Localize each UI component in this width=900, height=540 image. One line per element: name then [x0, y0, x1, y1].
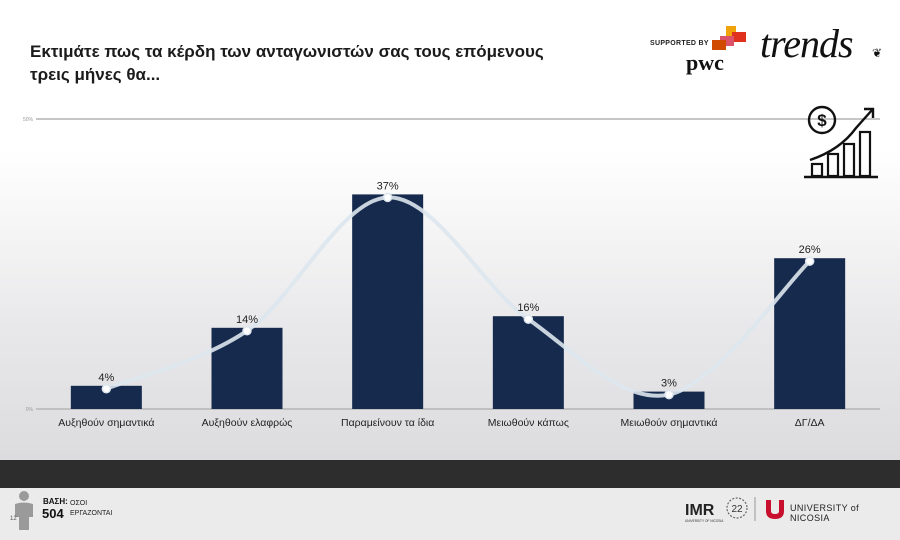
data-label: 3%	[661, 378, 677, 390]
chart-axes: 50% 0%	[23, 117, 880, 413]
trends-leaf-icon: ❦	[872, 46, 883, 60]
imr-logo-text: IMR	[685, 502, 715, 519]
data-label: 26%	[799, 244, 821, 256]
university-name: UNIVERSITY of NICOSIA	[790, 503, 860, 523]
curve-point	[382, 192, 393, 203]
pwc-logo-text: pwc	[686, 50, 724, 75]
pwc-logo-mark-icon	[712, 26, 746, 50]
category-label: ΔΓ/ΔΑ	[795, 417, 825, 429]
footer-band	[0, 460, 900, 488]
basis-value: 504	[42, 506, 64, 521]
curve-point	[101, 384, 112, 394]
imr-logo-sub: UNIVERSITY OF NICOSIA	[685, 519, 724, 523]
category-label: Μειωθούν κάπως	[488, 417, 569, 429]
trends-logo: trends	[760, 21, 854, 66]
y-tick-label: 50%	[23, 117, 34, 123]
supported-by-label: SUPPORTED BY	[650, 40, 709, 47]
curve-point	[664, 389, 674, 400]
curve-point	[242, 326, 252, 336]
basis-description: ΟΣΟΙ ΕΡΓΑΖΟΝΤΑΙ	[70, 499, 112, 519]
category-label: Αυξηθούν σημαντικά	[58, 417, 154, 429]
bar	[492, 316, 564, 409]
chart-curve	[101, 192, 815, 400]
data-label: 16%	[517, 302, 539, 314]
bar	[211, 327, 283, 409]
bar	[774, 258, 846, 409]
imr-logo: IMR UNIVERSITY OF NICOSIA 22	[685, 497, 756, 523]
basis-desc-line-2: ΕΡΓΑΖΟΝΤΑΙ	[70, 510, 113, 517]
person-icon	[15, 491, 33, 530]
data-label: 14%	[236, 314, 258, 326]
page-number: 12	[10, 516, 17, 522]
background	[0, 0, 900, 460]
bar	[70, 385, 142, 409]
chart-bars	[70, 194, 846, 409]
bar-chart: 50% 0% 4% Αυξηθούν σημαντικά 14% Αυξηθούν ελ…	[23, 117, 880, 429]
chart-labels: 4% Αυξηθούν σημαντικά 14% Αυξηθούν ελαφρώς 3…	[58, 180, 824, 429]
basis-label: ΒΑΣΗ:	[43, 497, 68, 506]
data-label: 37%	[377, 180, 399, 192]
university-logo-mark-icon	[766, 500, 784, 519]
curve-point	[804, 256, 815, 266]
category-label: Αυξηθούν ελαφρώς	[202, 417, 293, 429]
money-growth-icon: $	[804, 105, 878, 179]
svg-text:$: $	[817, 111, 827, 130]
category-label: Παραμείνουν τα ίδια	[341, 417, 434, 429]
footer	[0, 488, 900, 540]
page-title: Εκτιμάτε πως τα κέρδη των ανταγωνιστών σ…	[30, 42, 544, 84]
category-label: Μειωθούν σημαντικά	[621, 417, 718, 429]
y-tick-label: 0%	[26, 407, 34, 413]
curve-point	[523, 314, 534, 324]
bar	[352, 194, 424, 409]
imr-years-text: 22	[731, 504, 743, 515]
data-label: 4%	[98, 372, 114, 384]
basis-desc-line-1: ΟΣΟΙ	[70, 500, 88, 507]
